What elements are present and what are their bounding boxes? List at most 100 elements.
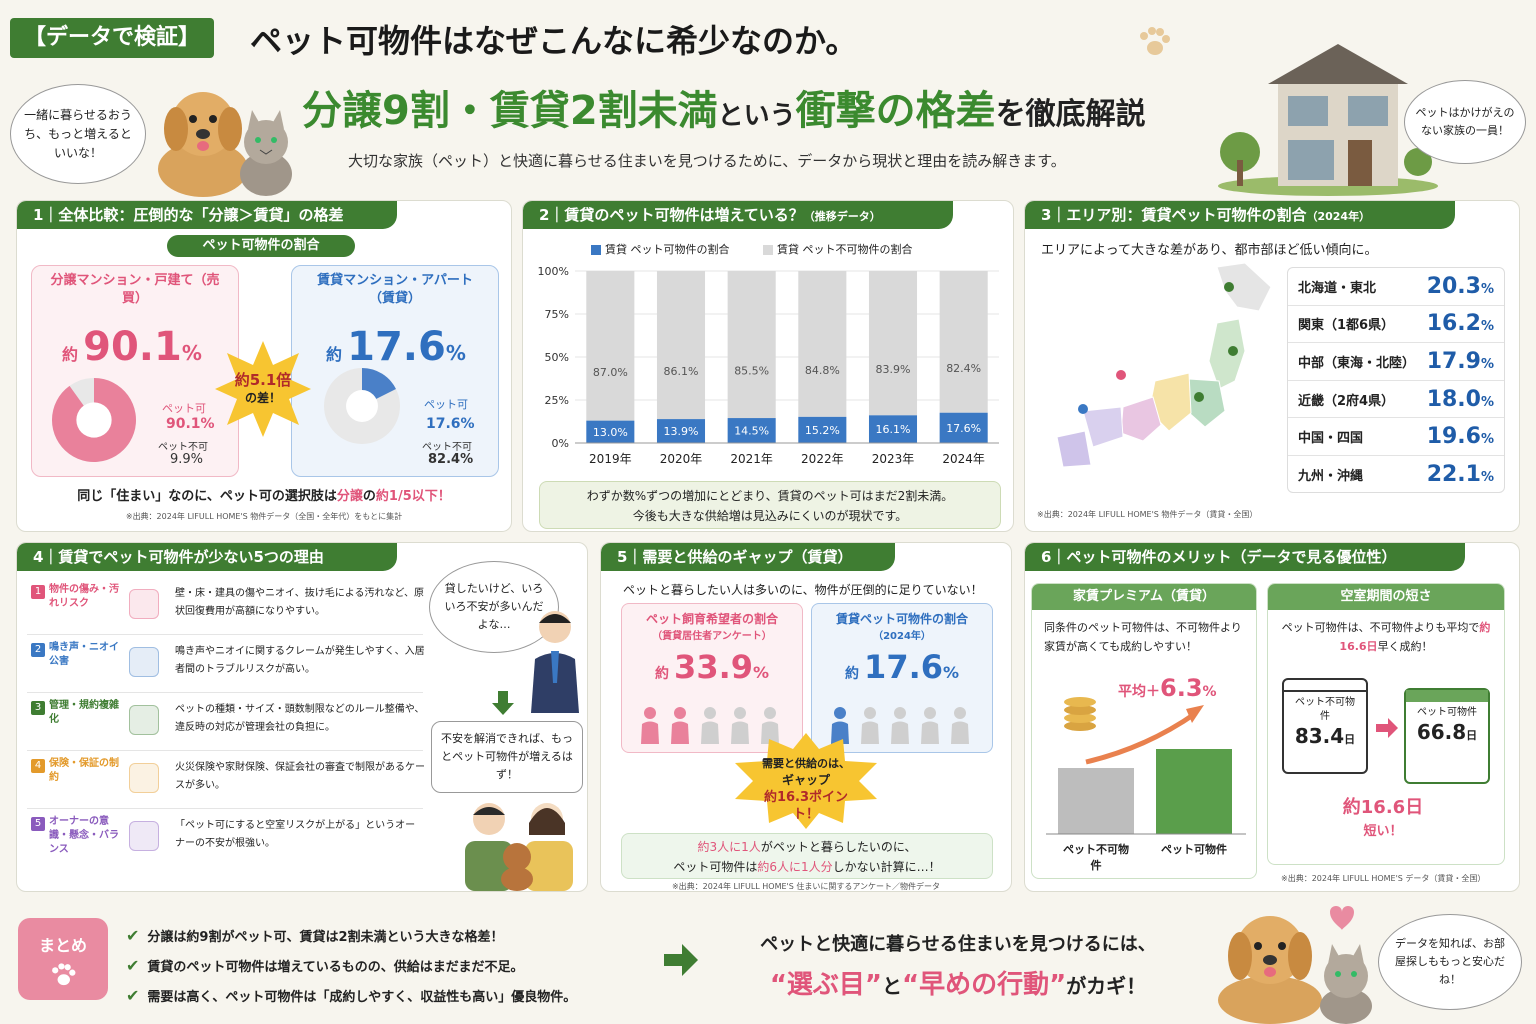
cal1-value: 83.4日 (1284, 724, 1366, 748)
bar-nopet-label: 84.8% (805, 364, 840, 377)
summary-msg-line2: “選ぶ目”と“早めの行動”がカギ！ (708, 964, 1208, 1001)
avg-premium: 平均＋6.3% (1118, 674, 1217, 702)
region-row: 近畿（2府4県） 18.0% (1288, 381, 1504, 419)
region-name: 関東（1都6県） (1298, 318, 1395, 334)
note5-d: 約6人に1人分 (757, 860, 833, 874)
region-row: 九州・沖縄 22.1% (1288, 456, 1504, 494)
reason-item: 5 オーナーの意識・懸念・バランス 「ペット可にすると空室リスクが上がる」というオー… (27, 813, 423, 867)
y-tick-label: 100% (538, 265, 569, 278)
rent-premium-text: 同条件のペット可物件は、不可物件より家賃が高くても成約しやすい！ (1044, 621, 1242, 653)
sale-box-title: 分譲マンション・戸建て（売買） (50, 273, 220, 306)
reason-number: 2 (31, 643, 45, 657)
avg-label: 平均＋ (1118, 684, 1160, 700)
x-tick-label: 2022年 (801, 452, 844, 466)
region-value: 17.9% (1427, 349, 1494, 374)
note1-b: 分譲 (336, 489, 363, 504)
reason-icon (129, 647, 159, 677)
person-head (674, 707, 686, 719)
person-body (701, 721, 719, 744)
section-5-card: 5｜需要と供給のギャップ（賃貸） ペットと暮らしたい人は多いのに、物件が圧倒的に… (600, 542, 1012, 892)
demand-people-icons (641, 707, 779, 744)
legend-nopet: 賃貸 ペット不可物件の割合 (763, 243, 913, 256)
couple-dog-illustration (465, 803, 573, 891)
japan-map (1056, 262, 1272, 468)
summary-bubble-text: データを知れば、お部屋探しももっと安心だね！ (1395, 937, 1505, 986)
gap-line3: 約16.3ポイント！ (763, 790, 849, 822)
summary-item: ✔ 需要は高く、ペット可物件は「成約しやすく、収益性も高い」優良物件。 (126, 982, 656, 1012)
region-table: 北海道・東北 20.3% 関東（1都6県） 16.2% 中部（東海・北陸） 17.9% 近畿… (1287, 267, 1505, 493)
reason-text: 鳴き声やニオイに関するクレームが発生しやすく、入居者間のトラブルリスクが高い。 (175, 646, 425, 675)
sale-number: 90.1 (83, 324, 182, 370)
region-number: 22.1 (1426, 462, 1481, 488)
bar-nopet (939, 271, 988, 413)
region-number: 17.9 (1426, 348, 1481, 374)
person-body (761, 721, 779, 744)
region-value: 20.3% (1427, 274, 1494, 299)
reason-text: 火災保険や家財保険、保証会社の審査で制限があるケースが多い。 (175, 762, 425, 791)
bar-pet (586, 420, 635, 443)
vacancy-text-a: ペット可物件は、不可物件よりも平均で (1281, 621, 1480, 634)
person-body (731, 721, 749, 744)
y-tick-label: 75% (545, 308, 569, 321)
reason-icon (129, 705, 159, 735)
region-value: 22.1% (1427, 462, 1494, 487)
region-unit: % (1480, 319, 1494, 335)
demand-unit: % (753, 663, 770, 682)
sale-box: 分譲マンション・戸建て（売買） 約 90.1% ペット可 90.1% ペット不可… (31, 265, 239, 477)
demand-box: ペット飼育希望者の割合 （賃貸居住者アンケート） 約 33.9% (621, 603, 803, 753)
section-5-heading: 5｜需要と供給のギャップ（賃貸） (601, 543, 895, 571)
reason-number: 5 (31, 817, 45, 831)
speech-bubble-left: 一緒に暮らせるおうち、もっと増えるといいな！ (10, 84, 146, 184)
region-name: 九州・沖縄 (1298, 469, 1364, 485)
hope-bubble: 不安を解消できれば、もっとペット可物件が増えるはず！ (431, 721, 583, 793)
summary-arrow-icon (664, 944, 698, 976)
dog-cat-illustration-bottom (1218, 906, 1372, 1024)
bar-nopet-label: 85.5% (734, 365, 769, 378)
summary-item-text: 賃貸のペット可物件は増えているものの、供給はまだまだ不足。 (147, 960, 524, 975)
reason-item: 4 保険・保証の制約 火災保険や家財保険、保証会社の審査で制限があるケースが多い。 (27, 755, 425, 809)
owner-bubble: 貸したいけど、いろいろ不安が多いんだよな… (429, 561, 559, 653)
region-row: 関東（1都6県） 16.2% (1288, 306, 1504, 344)
paw-icon (52, 963, 76, 986)
down-arrow-icon (492, 691, 514, 715)
person-body (891, 721, 909, 744)
bar-nopet (798, 271, 847, 417)
sale-unit: % (181, 341, 202, 365)
region-unit: % (1480, 281, 1494, 297)
supply-box: 賃貸ペット可物件の割合 （2024年） 約 17.6% (811, 603, 993, 753)
reason-text: ペットの種類・サイズ・頭数制限などのルール整備や、違反時の対応が管理会社の負担に… (175, 704, 425, 733)
section-3-heading-text: 3｜エリア別：賃貸ペット可物件の割合 (1041, 206, 1307, 224)
demand-value: 約 33.9% (622, 648, 802, 686)
supply-title: 賃貸ペット可物件の割合 (835, 612, 968, 626)
person-body (641, 721, 659, 744)
rent-nopet-value: 82.4% (428, 452, 474, 467)
x-tick-label: 2020年 (660, 452, 703, 466)
legend-nopet-label: 賃貸 ペット不可物件の割合 (777, 243, 913, 256)
region-unit: % (1480, 394, 1494, 410)
x-tick-label: 2024年 (942, 452, 985, 466)
paw-icon (1140, 27, 1170, 55)
demand-sub: （賃貸居住者アンケート） (652, 631, 772, 642)
section-2-heading-text: 2｜賃貸のペット可物件は増えている？ (539, 206, 804, 224)
region-value: 16.2% (1427, 311, 1494, 336)
x-tick-label: 2019年 (589, 452, 632, 466)
bubble-right-text: ペットはかけがえのない家族の一員！ (1415, 106, 1515, 137)
vacancy-box: 空室期間の短さ ペット可物件は、不可物件よりも平均で約16.6日早く成約！ ペッ… (1267, 583, 1505, 865)
section-1-pill: ペット可物件の割合 (167, 235, 355, 257)
person-head (734, 707, 746, 719)
note5-b: がペットと暮らしたいのに、 (760, 840, 917, 854)
section-2-note-line1: わずか数%ずつの増加にとどまり、賃貸のペット可はまだ2割未満。 (586, 489, 954, 503)
region-number: 18.0 (1426, 386, 1481, 412)
title-split: 分譲9割・賃貸2割未満 (302, 88, 718, 134)
ratio-value: 約5.1倍 (234, 371, 292, 389)
sale-prefix: 約 (62, 345, 79, 364)
calendar-pet: ペット可物件 66.8日 (1404, 688, 1490, 784)
reason-tag: 管理・規約複雑化 (49, 700, 119, 725)
supply-unit: % (943, 663, 960, 682)
reason-icon (129, 763, 159, 793)
ratio-burst-text: 約5.1倍 の差！ (223, 371, 303, 407)
reason-item: 3 管理・規約複雑化 ペットの種類・サイズ・頭数制限などのルール整備や、違反時の対応… (27, 697, 425, 751)
calendar-nopet: ペット不可物件 83.4日 (1282, 678, 1368, 774)
bar-pet-label: 13.9% (664, 425, 699, 438)
reason-tag: オーナーの意識・懸念・バランス (49, 816, 119, 855)
